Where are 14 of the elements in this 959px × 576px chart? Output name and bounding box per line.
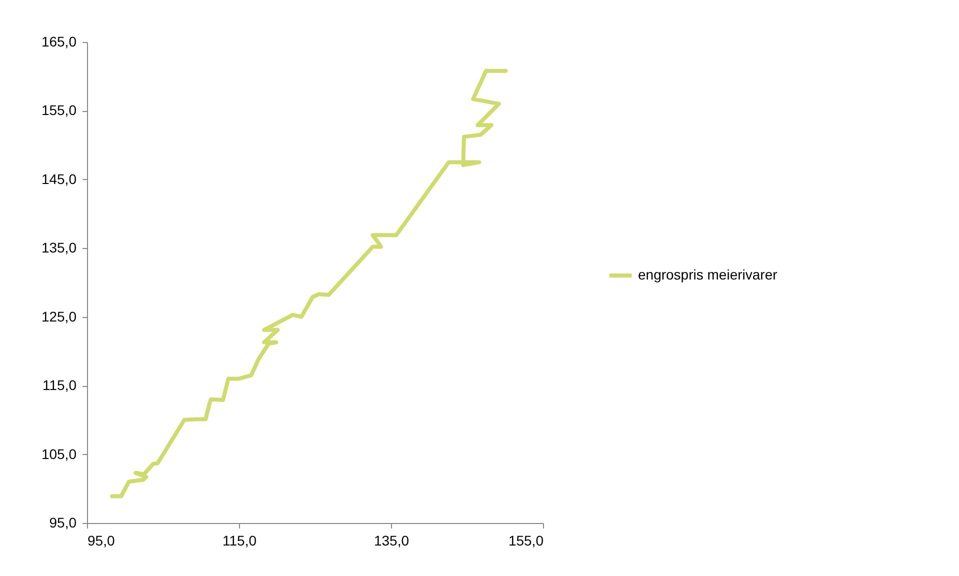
- y-tick-label: 165,0: [41, 34, 77, 50]
- legend-label: engrospris meierivarer: [638, 266, 778, 282]
- x-tick-label: 95,0: [88, 532, 115, 548]
- x-tick-label: 135,0: [374, 532, 410, 548]
- y-tick-label: 115,0: [42, 377, 77, 394]
- x-tick-label: 155,0: [508, 532, 544, 548]
- y-tick-label: 105,0: [41, 446, 77, 462]
- x-tick-label: 115,0: [222, 532, 257, 548]
- y-tick-label: 125,0: [41, 308, 77, 324]
- y-tick-label: 135,0: [41, 240, 77, 256]
- line-series: [110, 68, 508, 498]
- y-tick-label: 145,0: [41, 170, 77, 187]
- y-tick-label: 95,0: [49, 514, 77, 530]
- y-tick-label: 155,0: [41, 102, 77, 118]
